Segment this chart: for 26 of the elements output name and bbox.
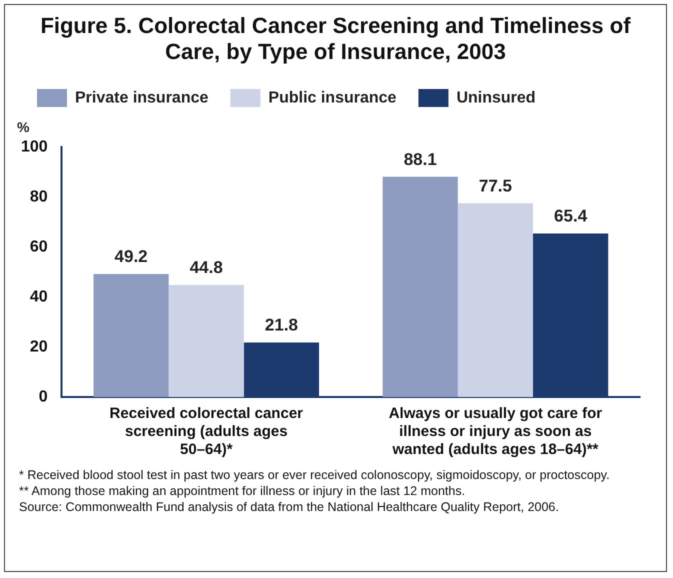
bar bbox=[458, 203, 534, 397]
bar bbox=[382, 176, 458, 397]
y-tick-label: 100 bbox=[20, 138, 48, 156]
legend-label: Public insurance bbox=[268, 89, 397, 106]
data-label: 49.2 bbox=[114, 247, 148, 266]
y-tick-label: 0 bbox=[38, 388, 48, 406]
data-label: 44.8 bbox=[190, 258, 223, 278]
bar bbox=[168, 285, 244, 397]
y-tick-label: 20 bbox=[30, 338, 48, 356]
y-tick-label: 40 bbox=[30, 288, 48, 306]
source-note: Source: Commonwealth Fund analysis of data from the National Healthcare Quality Report, 2006. bbox=[19, 499, 560, 515]
y-tick-label: 80 bbox=[30, 188, 48, 206]
legend-label: Private insurance bbox=[75, 89, 208, 106]
bar bbox=[94, 274, 169, 397]
text: * Received blood stool test in past two years or ever received colonoscopy, sigmoidoscopy, or proctoscopy. bbox=[19, 467, 611, 483]
chart-title: Figure 5. Colorectal Cancer Screening and Timeliness of Care, by Type of Insurance, 2003 bbox=[39, 13, 632, 65]
data-label: 65.4 bbox=[554, 206, 588, 226]
text: ** Among those making an appointment for illness or injury in the last 12 months. bbox=[19, 483, 466, 499]
data-label: 21.8 bbox=[264, 316, 298, 335]
legend-label: Uninsured bbox=[456, 89, 536, 106]
data-label: 88.1 bbox=[404, 150, 437, 169]
y-axis-title: % bbox=[17, 118, 30, 135]
x-tick-label: Always or usually got care for illness or injury as soon as wanted (adults ages 18–64)** bbox=[388, 405, 602, 458]
y-tick-label: 60 bbox=[30, 238, 48, 256]
x-tick-label: Received colorectal cancer screening (adults ages 50–64)* bbox=[110, 405, 304, 458]
data-label: 77.5 bbox=[478, 176, 512, 196]
